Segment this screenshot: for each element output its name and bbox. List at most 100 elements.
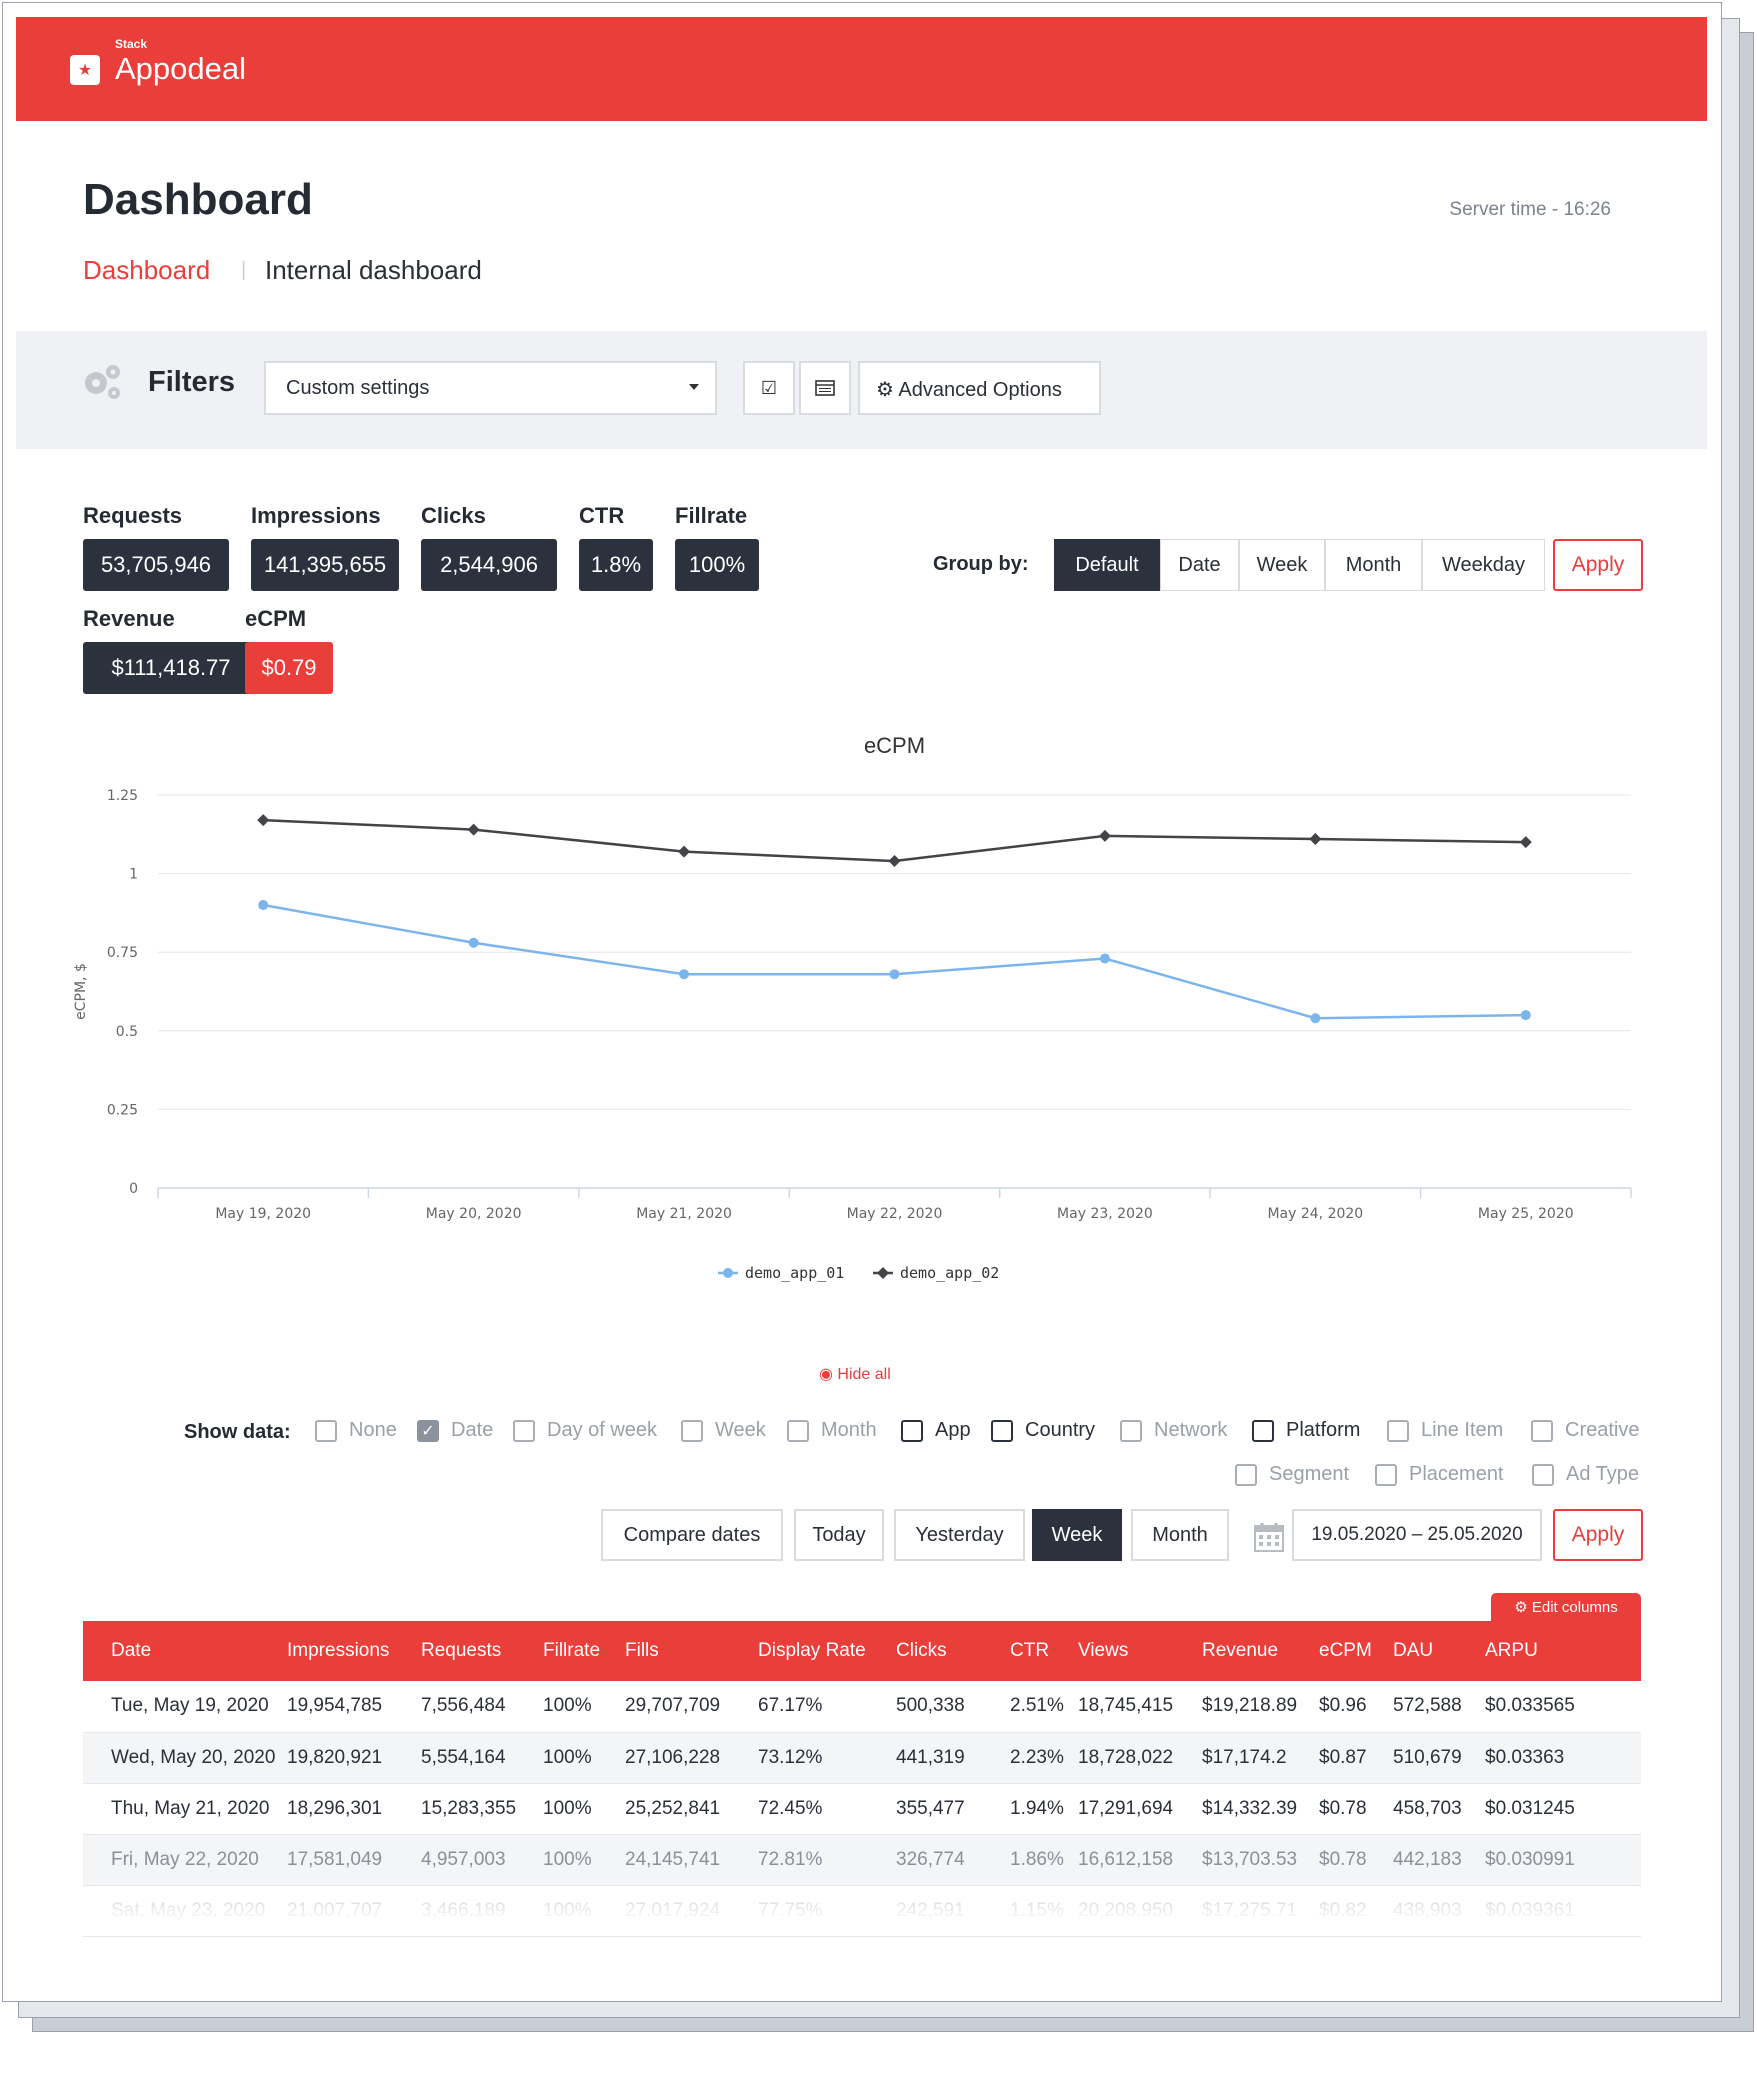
legend-label: demo_app_02 (900, 1264, 999, 1282)
checkbox[interactable] (1235, 1463, 1257, 1486)
ctr-value: 1.8% (579, 539, 653, 591)
columns-view-button[interactable] (799, 361, 851, 415)
show-data-option-label: Day of week (547, 1419, 658, 1441)
table-cell: 1.94% (1002, 1783, 1070, 1835)
edit-columns-button[interactable]: ⚙ Edit columns (1491, 1593, 1641, 1621)
checkbox[interactable] (787, 1419, 809, 1442)
stats-table: Date Impressions Requests Fillrate Fills… (83, 1621, 1641, 1937)
group-by-week[interactable]: Week (1239, 539, 1325, 591)
show-data-label: Show data: (184, 1421, 291, 1443)
table-cell: 100% (535, 1681, 617, 1733)
checkbox[interactable] (901, 1419, 923, 1442)
x-tick-label: May 19, 2020 (215, 1206, 311, 1222)
tab-dashboard[interactable]: Dashboard (83, 255, 211, 285)
filter-preset-select[interactable]: Custom settings (264, 361, 717, 415)
clicks-value: 2,544,906 (421, 539, 557, 591)
brand-name[interactable]: Appodeal (115, 51, 247, 86)
checkbox[interactable] (315, 1419, 337, 1442)
show-data-option[interactable]: Network (1120, 1419, 1227, 1442)
requests-label: Requests (83, 503, 183, 528)
show-data-option[interactable]: App (901, 1419, 971, 1442)
calendar-icon[interactable] (1253, 1521, 1285, 1553)
show-data-option-label: App (935, 1419, 971, 1441)
data-point (1520, 1010, 1531, 1021)
show-data-option[interactable]: Creative (1531, 1419, 1639, 1442)
month-button[interactable]: Month (1131, 1509, 1229, 1561)
col-date[interactable]: Date (83, 1621, 279, 1681)
show-data-option[interactable]: None (315, 1419, 397, 1442)
select-all-button[interactable]: ☑ (743, 361, 795, 415)
checkbox[interactable] (991, 1419, 1013, 1442)
show-data-option[interactable]: Month (787, 1419, 877, 1442)
col-clicks[interactable]: Clicks (888, 1621, 1002, 1681)
col-fillrate[interactable]: Fillrate (535, 1621, 617, 1681)
show-data-option-label: Network (1154, 1419, 1228, 1441)
col-fills[interactable]: Fills (617, 1621, 750, 1681)
show-data-option[interactable]: Day of week (513, 1419, 657, 1442)
data-point (467, 823, 480, 836)
data-point (257, 814, 270, 827)
checkbox[interactable] (681, 1419, 703, 1442)
checkbox[interactable] (1120, 1419, 1142, 1442)
advanced-options-button[interactable]: ⚙ Advanced Options (858, 361, 1101, 415)
revenue-label: Revenue (83, 606, 175, 631)
show-data-option-label: Segment (1269, 1463, 1350, 1485)
checkbox[interactable] (1375, 1463, 1397, 1486)
show-data-option-label: Country (1025, 1419, 1096, 1441)
show-data-option[interactable]: Segment (1235, 1463, 1349, 1486)
hide-all-link[interactable]: ◉ Hide all (819, 1364, 891, 1384)
table-cell: 19,954,785 (279, 1681, 413, 1733)
date-range-input[interactable]: 19.05.2020 – 25.05.2020 (1292, 1509, 1542, 1561)
group-by-apply-button[interactable]: Apply (1553, 539, 1643, 591)
revenue-value: $111,418.77 (83, 642, 259, 694)
show-data-option[interactable]: Country (991, 1419, 1095, 1442)
checkbox[interactable]: ✓ (417, 1419, 439, 1442)
ecpm-chart: eCPM 0 0.25 0.5 0.75 1 1.25 May 19, 2020 May 20,… (73, 733, 1632, 1282)
checkbox[interactable] (1252, 1419, 1274, 1442)
show-data-option[interactable]: Line Item (1387, 1419, 1503, 1442)
table-cell: 73.12% (750, 1732, 888, 1784)
data-point (1098, 829, 1111, 842)
table-cell: $0.87 (1311, 1732, 1385, 1784)
group-by-date[interactable]: Date (1160, 539, 1239, 591)
show-data-option[interactable]: Week (681, 1419, 766, 1442)
col-dau[interactable]: DAU (1385, 1621, 1477, 1681)
table-header-row: Date Impressions Requests Fillrate Fills… (83, 1621, 1641, 1681)
checkbox[interactable] (1387, 1419, 1409, 1442)
checkbox-check-icon: ☑ (760, 377, 778, 398)
table-cell: $0.78 (1311, 1783, 1385, 1835)
checkbox[interactable] (1531, 1419, 1553, 1442)
col-requests[interactable]: Requests (413, 1621, 535, 1681)
tab-internal-dashboard[interactable]: Internal dashboard (265, 255, 482, 285)
col-arpu[interactable]: ARPU (1477, 1621, 1641, 1681)
week-button[interactable]: Week (1032, 1509, 1122, 1561)
show-data-option[interactable]: Placement (1375, 1463, 1504, 1486)
appodeal-logo-icon[interactable]: ★ (70, 55, 100, 85)
x-tick-label: May 24, 2020 (1267, 1206, 1363, 1222)
today-button[interactable]: Today (794, 1509, 884, 1561)
table-cell: 29,707,709 (617, 1681, 750, 1733)
show-data-option[interactable]: ✓ Date (417, 1419, 493, 1442)
col-display-rate[interactable]: Display Rate (750, 1621, 888, 1681)
group-by-default[interactable]: Default (1054, 539, 1160, 591)
col-views[interactable]: Views (1070, 1621, 1194, 1681)
table-cell: $0.030991 (1477, 1834, 1641, 1886)
checkbox[interactable] (1532, 1463, 1554, 1486)
col-ctr[interactable]: CTR (1002, 1621, 1070, 1681)
checkbox[interactable] (513, 1419, 535, 1442)
group-by-month[interactable]: Month (1325, 539, 1422, 591)
show-data-option[interactable]: Platform (1252, 1419, 1360, 1442)
table-cell: 72.45% (750, 1783, 888, 1835)
group-by-weekday[interactable]: Weekday (1422, 539, 1545, 591)
col-revenue[interactable]: Revenue (1194, 1621, 1311, 1681)
col-impressions[interactable]: Impressions (279, 1621, 413, 1681)
date-apply-button[interactable]: Apply (1553, 1509, 1643, 1561)
compare-dates-button[interactable]: Compare dates (601, 1509, 783, 1561)
yesterday-button[interactable]: Yesterday (894, 1509, 1025, 1561)
show-data-option[interactable]: Ad Type (1532, 1463, 1639, 1486)
table-row: Wed, May 20, 2020 19,820,921 5,554,164 100%… (83, 1732, 1641, 1784)
col-ecpm[interactable]: eCPM (1311, 1621, 1385, 1681)
table-cell: 16,612,158 (1070, 1834, 1194, 1886)
table-cell: $17,174.2 (1194, 1732, 1311, 1784)
table-cell: 15,283,355 (413, 1783, 535, 1835)
